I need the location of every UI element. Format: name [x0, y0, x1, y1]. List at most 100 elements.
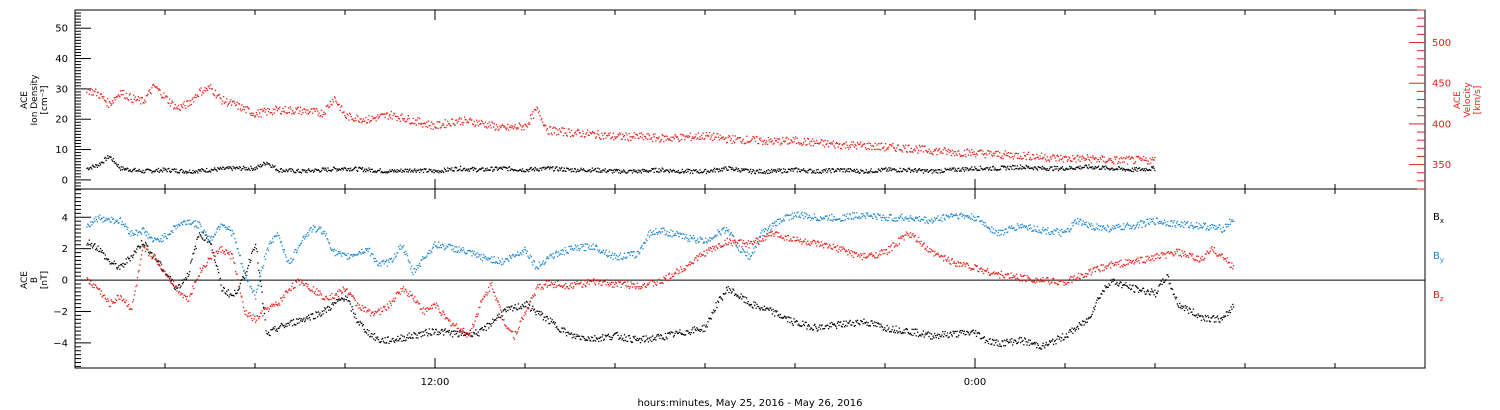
- density-point: [218, 168, 221, 170]
- density-point: [877, 171, 879, 173]
- bx-point: [518, 307, 520, 310]
- bx-point: [1220, 317, 1222, 320]
- density-point: [927, 171, 929, 173]
- density-point: [308, 168, 310, 170]
- by-point: [182, 221, 184, 223]
- density-point: [578, 170, 580, 173]
- velocity-point: [524, 123, 526, 125]
- bx-point: [1041, 345, 1043, 347]
- by-point: [576, 249, 578, 251]
- density-point: [834, 170, 836, 173]
- velocity-point: [190, 103, 192, 106]
- density-point: [848, 168, 850, 170]
- density-point: [513, 169, 516, 171]
- by-point: [230, 229, 232, 231]
- density-point: [265, 163, 267, 165]
- density-point: [89, 167, 91, 169]
- bx-point: [553, 321, 555, 323]
- velocity-point: [554, 127, 556, 129]
- bx-point: [301, 320, 303, 322]
- density-point: [943, 170, 945, 173]
- density-point: [843, 168, 845, 170]
- bx-point: [1116, 281, 1118, 284]
- bx-point: [1148, 293, 1150, 295]
- by-point: [560, 249, 562, 252]
- velocity-point: [666, 135, 668, 137]
- bx-point: [325, 311, 327, 313]
- by-point: [556, 251, 558, 254]
- by-point: [613, 254, 615, 256]
- by-point: [140, 233, 143, 235]
- bx-point: [926, 333, 928, 335]
- velocity-point: [461, 122, 463, 124]
- velocity-point: [978, 150, 980, 152]
- velocity-point: [836, 141, 838, 143]
- bx-point: [971, 330, 973, 333]
- velocity-point: [456, 122, 458, 124]
- density-point: [449, 168, 451, 170]
- by-point: [186, 220, 188, 222]
- density-point: [633, 170, 635, 173]
- velocity-point: [139, 97, 141, 99]
- density-point: [1106, 166, 1108, 169]
- bx-point: [765, 308, 767, 310]
- density-point: [957, 168, 959, 170]
- velocity-point: [1050, 158, 1052, 160]
- bx-point: [1053, 340, 1056, 342]
- bx-point: [412, 337, 414, 339]
- by-point: [355, 254, 357, 256]
- by-point: [383, 263, 385, 265]
- density-point: [1023, 166, 1025, 168]
- velocity-point: [214, 95, 216, 97]
- density-point: [766, 172, 769, 175]
- bx-point: [885, 330, 888, 332]
- by-point: [427, 252, 430, 255]
- bx-point: [823, 327, 826, 330]
- by-point: [402, 245, 405, 247]
- velocity-point: [763, 139, 765, 141]
- velocity-point: [654, 133, 656, 135]
- bx-point: [242, 276, 244, 278]
- by-point: [401, 246, 403, 248]
- density-point: [637, 169, 639, 171]
- bx-point: [452, 330, 454, 333]
- density-point: [1071, 167, 1073, 169]
- bx-point: [277, 327, 279, 329]
- velocity-point: [668, 139, 670, 141]
- bx-point: [162, 270, 164, 272]
- by-point: [415, 269, 417, 271]
- velocity-point: [733, 140, 735, 142]
- bx-point: [985, 339, 987, 341]
- by-point: [145, 234, 147, 236]
- velocity-point: [860, 141, 862, 143]
- velocity-point: [1007, 155, 1009, 157]
- bx-point: [444, 328, 446, 330]
- density-point: [1032, 169, 1035, 171]
- density-point: [599, 171, 601, 173]
- bx-point: [124, 263, 126, 265]
- velocity-point: [249, 112, 251, 115]
- velocity-point: [627, 138, 629, 140]
- velocity-point: [656, 137, 658, 139]
- density-point: [1077, 166, 1080, 168]
- by-point: [586, 243, 588, 245]
- density-point: [560, 167, 562, 170]
- by-point: [431, 251, 433, 253]
- bx-point: [242, 276, 245, 279]
- bx-point: [183, 278, 185, 280]
- by-point: [628, 252, 630, 254]
- velocity-point: [976, 154, 978, 156]
- by-point: [549, 253, 552, 255]
- density-point: [132, 168, 135, 170]
- velocity-point: [188, 100, 190, 102]
- velocity-point: [268, 108, 270, 110]
- density-point: [186, 171, 188, 173]
- density-point: [748, 171, 750, 173]
- bx-point: [115, 262, 117, 265]
- density-point: [665, 169, 667, 171]
- velocity-point: [893, 147, 896, 149]
- bx-point: [779, 313, 781, 316]
- velocity-point: [610, 137, 612, 140]
- density-point: [219, 166, 221, 169]
- bx-point: [981, 337, 983, 339]
